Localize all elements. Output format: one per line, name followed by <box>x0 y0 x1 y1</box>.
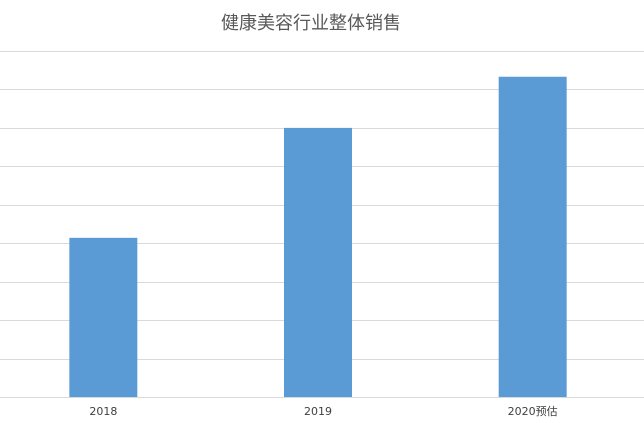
bar <box>69 237 138 397</box>
chart-title: 健康美容行业整体销售 <box>221 13 401 34</box>
bar <box>284 127 352 397</box>
x-tick-label: 2019 <box>304 405 332 418</box>
bar <box>498 76 567 397</box>
x-tick-label: 2018 <box>89 405 117 418</box>
x-tick-label: 2020预估 <box>508 405 558 418</box>
